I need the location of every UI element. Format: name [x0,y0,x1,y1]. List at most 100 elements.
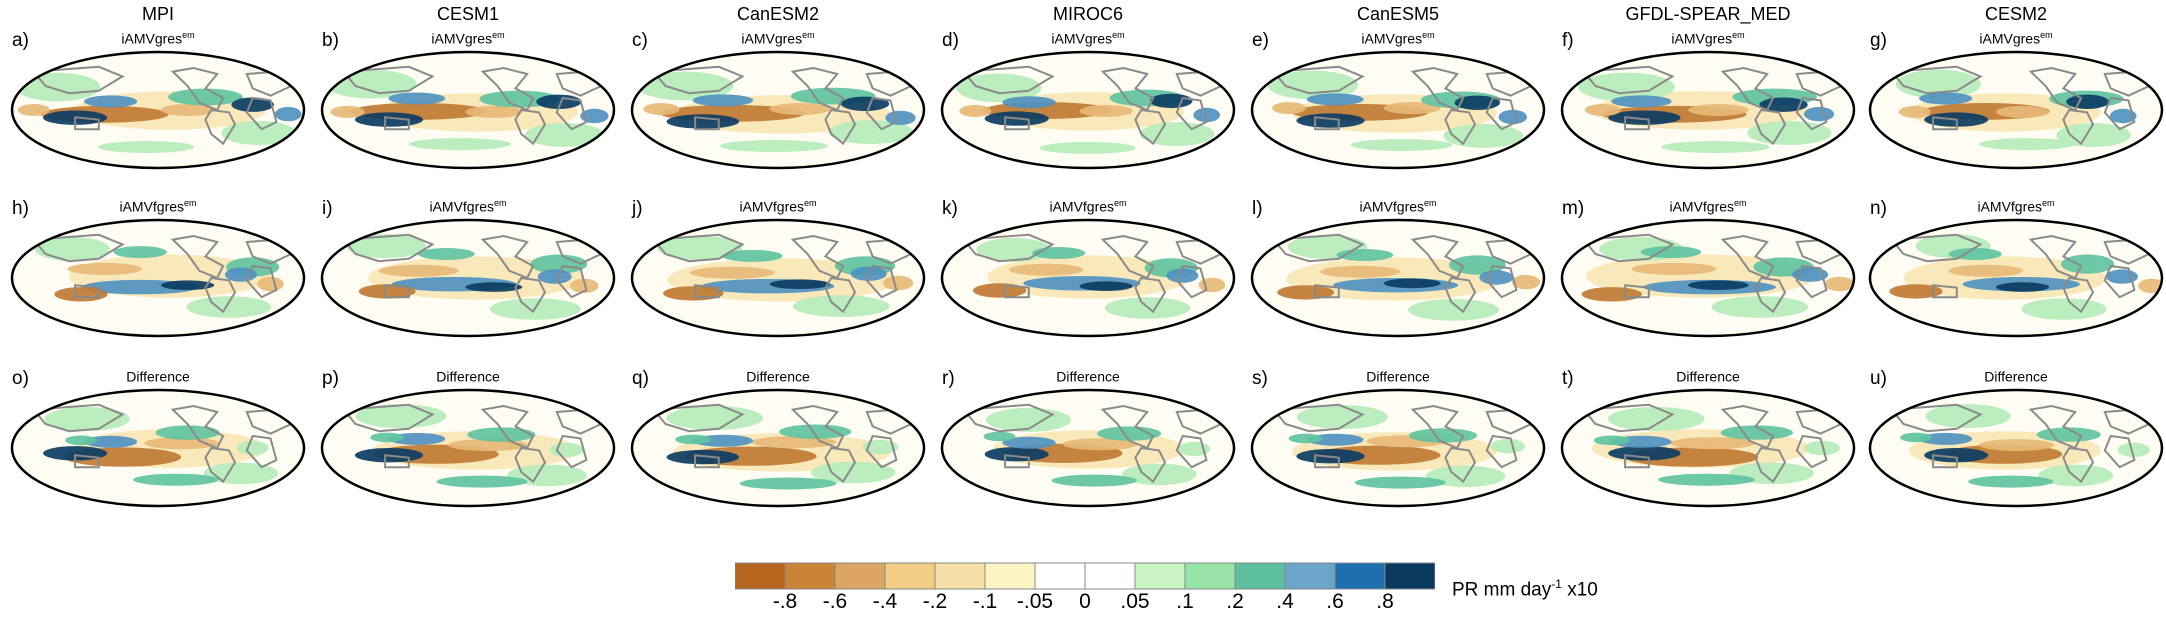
precip-anomaly-region [2061,254,2115,274]
panel-label: n) [1870,198,1887,219]
panel-title-superscript: em [2042,198,2055,208]
panel-title-text: iAMVfgres [1977,198,2043,215]
coastline [341,403,435,433]
colorbar-tick-label: -.2 [922,590,948,613]
panel-label: h) [12,198,29,219]
world-map [1250,218,1546,338]
panel-title: Difference [1250,368,1546,385]
world-map [630,50,926,170]
panel-title-text: iAMVfgres [1669,198,1735,215]
panel-label: s) [1252,368,1268,389]
colorbar-swatch [735,562,786,590]
map-border [940,50,1236,170]
precip-anomaly-region [1350,139,1453,151]
panel-title-text: iAMVgres [1979,30,2041,47]
panel-title: iAMVfgresem [1560,198,1856,215]
precip-anomaly-region [257,276,284,292]
precip-anomaly-region [666,406,763,430]
panel-title-superscript: em [1112,30,1125,40]
colorbar-swatch [1084,562,1136,590]
panel-title-text: iAMVfgres [739,198,805,215]
precip-anomaly-region [1631,262,1717,275]
map-panel: f) iAMVgresem [1560,28,1856,173]
precip-anomaly-region [1408,428,1478,443]
precip-anomaly-region [769,103,831,115]
coastline [961,65,1055,95]
coastline [1889,403,1983,433]
map-border [1560,50,1856,170]
precip-anomaly-region [346,234,426,259]
precip-anomaly-region [1062,438,1138,451]
panel-title: Difference [940,368,1236,385]
precip-anomaly-region [1479,270,1514,285]
colorbar-swatch [1284,562,1336,590]
panel-title-superscript: em [1424,198,1437,208]
precip-anomaly-region [436,475,528,488]
coastline [1581,233,1675,263]
precip-anomaly-region [236,440,269,456]
map-border [940,218,1236,338]
map-border [630,218,926,338]
precip-anomaly-region [636,71,734,101]
coastline [1410,234,1465,280]
coastline [555,434,588,469]
coastline [651,65,745,95]
precip-anomaly-region [537,269,572,284]
precip-anomaly-region [1607,407,1705,431]
precip-anomaly-region [1895,69,1981,99]
precip-anomaly-region [1354,476,1446,489]
coastline [384,116,410,131]
panel-title-text: Difference [1984,368,2048,385]
world-map [1250,388,1546,508]
map-panel: o) Difference [10,366,306,511]
map-border [630,388,926,508]
panel-label: o) [12,368,29,389]
coastline [1134,446,1167,484]
map-panel: i) iAMVfgresem [320,196,616,341]
colorbar-swatch [1134,562,1186,590]
coastline [2062,276,2095,314]
precip-anomaly-region [388,92,446,105]
coastline [2028,234,2083,280]
map-border [1560,388,1856,508]
precip-anomaly-region [1948,264,2024,277]
map-panel: u) Difference [1868,366,2164,511]
precip-anomaly-region [1149,93,1193,109]
panel-title-superscript: em [494,198,507,208]
coastline [865,434,898,469]
map-border [1868,388,2164,508]
world-map [630,218,926,338]
colorbar [735,562,1435,590]
panel-title: iAMVfgresem [1868,198,2164,215]
coastline [245,96,278,131]
colorbar-swatch [1234,562,1286,590]
coastline [384,284,410,299]
precip-anomaly-region [465,105,523,118]
precip-anomaly-region [666,449,739,465]
coastline [1624,116,1650,131]
precip-anomaly-region [690,266,775,279]
coastline [1004,116,1030,131]
panel-label: d) [942,30,959,51]
panel-title: iAMVgresem [10,30,306,47]
precip-anomaly-region [1658,473,1755,486]
precip-anomaly-region [133,473,219,486]
coastline [1444,276,1477,314]
colorbar-swatch [884,562,936,590]
precip-anomaly-region [1272,102,1307,115]
coastline [824,276,857,314]
coastline [1271,403,1365,433]
precip-anomaly-region [549,442,584,458]
panel-title-text: Difference [126,368,190,385]
panel-label: i) [322,198,333,219]
precip-anomaly-region [1900,432,1932,443]
panel-title: iAMVgresem [630,30,926,47]
panel-title: Difference [320,368,616,385]
panel-label: b) [322,30,339,51]
coastline [694,116,720,131]
map-panel: q) Difference [630,366,926,511]
coastline [1624,284,1650,299]
panel-title: Difference [1560,368,1856,385]
coastline [31,233,125,263]
